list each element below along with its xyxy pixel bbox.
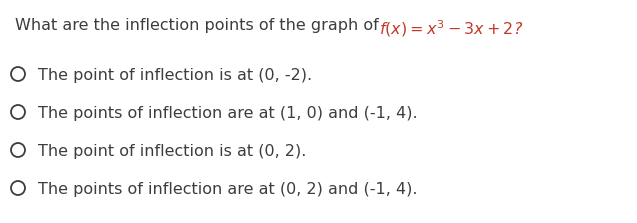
Text: The point of inflection is at (0, 2).: The point of inflection is at (0, 2). xyxy=(38,144,306,159)
Text: The points of inflection are at (0, 2) and (-1, 4).: The points of inflection are at (0, 2) a… xyxy=(38,182,417,197)
Text: The points of inflection are at (1, 0) and (-1, 4).: The points of inflection are at (1, 0) a… xyxy=(38,106,418,121)
Text: $f(x) = x^3 - 3x + 2$?: $f(x) = x^3 - 3x + 2$? xyxy=(379,18,523,39)
Text: The point of inflection is at (0, -2).: The point of inflection is at (0, -2). xyxy=(38,68,312,83)
Text: What are the inflection points of the graph of: What are the inflection points of the gr… xyxy=(15,18,379,33)
